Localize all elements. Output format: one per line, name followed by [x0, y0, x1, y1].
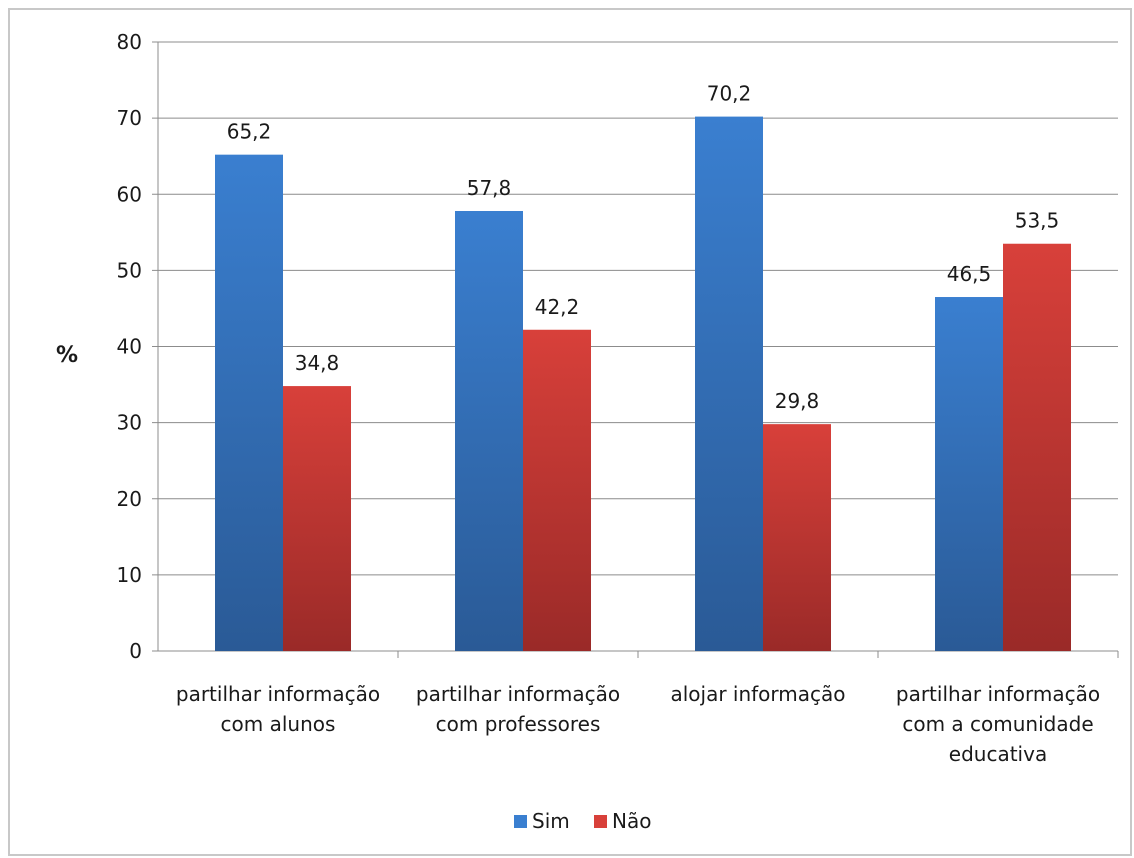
category-label: partilhar informação com professores — [416, 682, 620, 736]
bar-não-0 — [283, 386, 351, 651]
y-tick-label: 40 — [117, 335, 142, 359]
legend-swatch-não — [594, 815, 607, 828]
y-tick-label: 30 — [117, 411, 142, 435]
legend-swatch-sim — [514, 815, 527, 828]
data-label: 57,8 — [467, 176, 512, 200]
bars — [215, 116, 1071, 652]
bar-não-1 — [523, 329, 591, 651]
bar-sim-1 — [455, 210, 523, 651]
category-label: alojar informação — [670, 682, 845, 706]
legend-label-não: Não — [612, 809, 651, 833]
category-label: partilhar informação com alunos — [176, 682, 380, 736]
data-label: 70,2 — [707, 82, 752, 106]
tick-labels: 0 10 20 30 40 50 60 70 80 — [117, 30, 142, 663]
data-label: 42,2 — [535, 295, 580, 319]
y-tick-label: 20 — [117, 487, 142, 511]
y-tick-label: 10 — [117, 563, 142, 587]
y-tick-label: 0 — [129, 639, 142, 663]
category-label: partilhar informação com a comunidade educ… — [896, 682, 1100, 766]
y-tick-label: 50 — [117, 258, 142, 282]
legend: Sim Não — [514, 809, 651, 833]
data-labels: 65,2 34,8 57,8 42,2 70,2 29,8 46,5 53,5 — [227, 82, 1060, 414]
data-label: 34,8 — [295, 351, 340, 375]
bar-não-2 — [763, 424, 831, 651]
legend-label-sim: Sim — [532, 809, 570, 833]
data-label: 53,5 — [1015, 209, 1060, 233]
bar-sim-3 — [935, 297, 1003, 651]
bar-sim-0 — [215, 154, 283, 652]
category-labels: partilhar informação com alunos partilhar … — [176, 682, 1100, 766]
data-label: 65,2 — [227, 120, 272, 144]
y-axis-label: % — [56, 343, 78, 368]
y-tick-label: 80 — [117, 30, 142, 54]
data-label: 29,8 — [775, 389, 820, 413]
y-tick-label: 60 — [117, 182, 142, 206]
y-tick-label: 70 — [117, 106, 142, 130]
bar-não-3 — [1003, 243, 1071, 651]
bar-sim-2 — [695, 116, 763, 652]
data-label: 46,5 — [947, 262, 992, 286]
